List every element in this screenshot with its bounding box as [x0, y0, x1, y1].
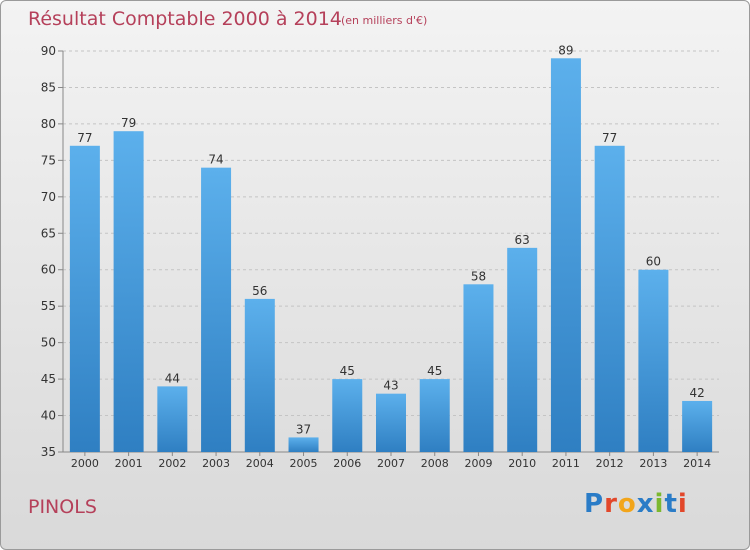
- bar: [550, 58, 581, 453]
- bars: 77 79 44 74 56 37 45 43 45 58 63 89 77 60 42: [69, 43, 713, 453]
- commune-name: PINOLS: [28, 496, 97, 518]
- y-tick-label: 75: [41, 153, 56, 167]
- data-label: 89: [558, 43, 573, 57]
- x-tick-label: 2012: [596, 457, 624, 470]
- bar: [69, 145, 100, 453]
- bar: [201, 167, 232, 452]
- y-tick-label: 90: [41, 44, 56, 58]
- logo-letter: x: [636, 489, 655, 519]
- x-tick-label: 2006: [333, 457, 361, 470]
- x-axis-ticks: 2000 2001 2002 2003 2004 2005 2006 2007 2008 2009…: [71, 452, 711, 470]
- data-label: 44: [165, 371, 180, 385]
- chart-subtitle: (en milliers d'€): [341, 14, 428, 27]
- y-tick-label: 50: [41, 336, 56, 350]
- logo-letter: r: [604, 489, 618, 519]
- y-tick-label: 65: [41, 226, 56, 240]
- data-label: 56: [252, 284, 267, 298]
- x-tick-label: 2014: [683, 457, 711, 470]
- x-tick-label: 2005: [290, 457, 318, 470]
- bar: [507, 247, 538, 452]
- y-tick-label: 80: [41, 117, 56, 131]
- bar: [332, 379, 363, 452]
- x-tick-label: 2001: [115, 457, 143, 470]
- data-label: 37: [296, 422, 311, 436]
- chart-title: Résultat Comptable 2000 à 2014: [28, 8, 342, 30]
- data-label: 79: [121, 116, 136, 130]
- data-label: 45: [340, 364, 355, 378]
- x-tick-label: 2013: [639, 457, 667, 470]
- y-tick-label: 85: [41, 80, 56, 94]
- x-tick-label: 2011: [552, 457, 580, 470]
- y-tick-label: 60: [41, 263, 56, 277]
- y-tick-label: 70: [41, 190, 56, 204]
- data-label: 58: [471, 269, 486, 283]
- x-tick-label: 2004: [246, 457, 274, 470]
- data-label: 77: [602, 131, 617, 145]
- data-label: 60: [646, 255, 661, 269]
- data-label: 43: [383, 379, 398, 393]
- data-label: 45: [427, 364, 442, 378]
- data-label: 63: [515, 233, 530, 247]
- x-tick-label: 2010: [508, 457, 536, 470]
- data-label: 74: [208, 153, 223, 167]
- logo-letter: t: [664, 489, 678, 519]
- x-tick-label: 2008: [421, 457, 449, 470]
- y-tick-label: 45: [41, 372, 56, 386]
- bar: [376, 393, 406, 452]
- y-tick-label: 40: [41, 409, 56, 423]
- bar-chart: 35 40 45 50 55 60 65 70 75 80 85 90 77 79 44 74 56 37 45 4…: [41, 43, 719, 470]
- bar: [113, 131, 144, 452]
- bar: [638, 269, 669, 452]
- data-label: 77: [77, 131, 92, 145]
- bar: [288, 437, 319, 452]
- bar: [244, 298, 275, 452]
- y-tick-label: 55: [41, 299, 56, 313]
- proxiti-logo: Proxiti: [584, 489, 688, 519]
- bar: [682, 400, 713, 452]
- logo-letter: i: [654, 489, 665, 519]
- x-tick-label: 2009: [464, 457, 492, 470]
- logo-letter: i: [677, 489, 688, 519]
- x-tick-label: 2000: [71, 457, 99, 470]
- x-tick-label: 2007: [377, 457, 405, 470]
- bar: [157, 386, 188, 452]
- y-axis-ticks: 35 40 45 50 55 60 65 70 75 80 85 90: [41, 44, 63, 459]
- bar: [419, 379, 450, 452]
- logo-letter: o: [617, 489, 637, 519]
- data-label: 42: [689, 386, 704, 400]
- bar: [463, 284, 494, 452]
- logo-letter: P: [584, 489, 605, 519]
- y-tick-label: 35: [41, 445, 56, 459]
- bar: [594, 145, 625, 453]
- x-tick-label: 2002: [158, 457, 186, 470]
- x-tick-label: 2003: [202, 457, 230, 470]
